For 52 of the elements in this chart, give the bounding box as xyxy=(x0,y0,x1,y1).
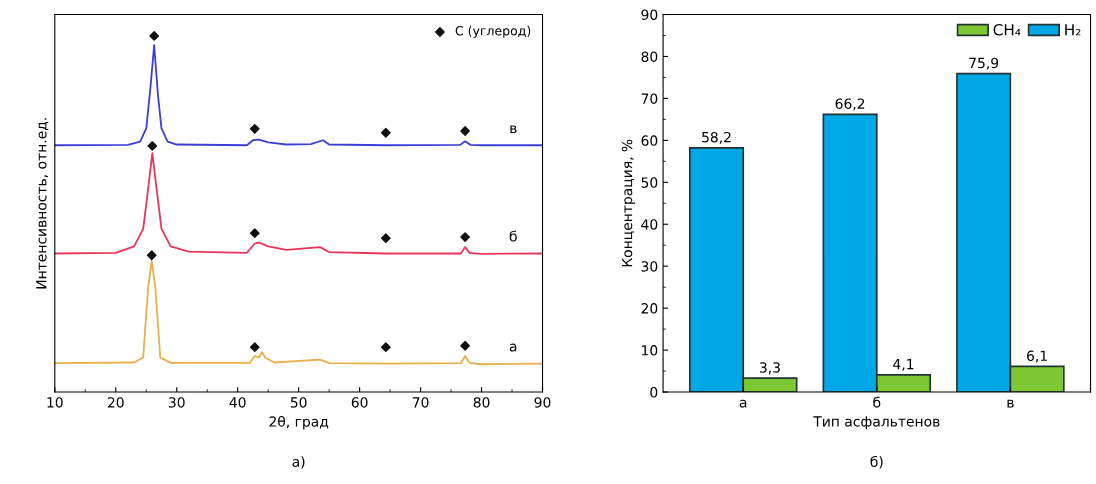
annotation: б xyxy=(509,230,517,242)
point xyxy=(380,342,391,353)
x-tick-label: 50 xyxy=(290,397,307,408)
legend-label: CH₄ xyxy=(993,23,1021,36)
point xyxy=(460,126,470,136)
point xyxy=(249,342,260,353)
data-label: 4,1 xyxy=(893,359,914,371)
x-tick-label: б xyxy=(873,396,881,408)
y-axis-title: Концентрация, % xyxy=(621,139,635,267)
point xyxy=(147,141,158,151)
x-tick-label: 80 xyxy=(473,397,490,408)
point xyxy=(146,250,157,261)
point xyxy=(460,232,470,242)
x-tick-label: 70 xyxy=(412,397,429,408)
text: б) xyxy=(870,455,883,469)
y-tick-label: 10 xyxy=(642,345,658,356)
annotation: в xyxy=(510,125,517,134)
x-tick-label: 60 xyxy=(351,397,368,408)
y-tick-label: 0 xyxy=(650,387,658,398)
x-tick-label: 20 xyxy=(107,397,124,408)
y-tick-label: 40 xyxy=(641,219,658,230)
y-tick-label: 70 xyxy=(641,93,658,104)
point xyxy=(249,123,260,134)
y-tick-label: 80 xyxy=(641,51,658,62)
y-tick-label: 50 xyxy=(641,177,658,188)
x-axis-title: Тип асфальтенов xyxy=(813,416,940,430)
x-tick-label: в xyxy=(1007,399,1014,408)
point xyxy=(380,233,391,244)
data-label: 58,2 xyxy=(702,131,731,144)
text: а) xyxy=(292,456,305,469)
x-tick-label: 40 xyxy=(229,397,246,408)
y-axis-title: Интенсивность, отн.ед. xyxy=(36,118,49,289)
data-label: 66,2 xyxy=(835,98,865,111)
y-tick-label: 90 xyxy=(641,9,658,20)
data-label: 3,3 xyxy=(759,362,780,375)
y-tick-label: 20 xyxy=(641,303,658,314)
y-tick-label: 30 xyxy=(641,261,658,272)
point xyxy=(149,31,160,41)
x-tick-label: 10 xyxy=(47,397,63,408)
point xyxy=(249,228,260,239)
legend-label: H₂ xyxy=(1065,24,1081,36)
x-tick-label: 90 xyxy=(534,397,551,408)
annotation: а xyxy=(509,343,517,352)
data-label: 75,9 xyxy=(969,57,999,70)
x-axis-title: 2θ, град xyxy=(269,415,329,430)
point xyxy=(380,127,391,138)
x-tick-label: а xyxy=(739,399,747,408)
y-tick-label: 60 xyxy=(641,135,658,146)
legend-label: C (углерод) xyxy=(455,25,531,38)
x-tick-label: 30 xyxy=(168,397,185,408)
data-label: 6,1 xyxy=(1027,350,1047,363)
point xyxy=(460,340,470,351)
